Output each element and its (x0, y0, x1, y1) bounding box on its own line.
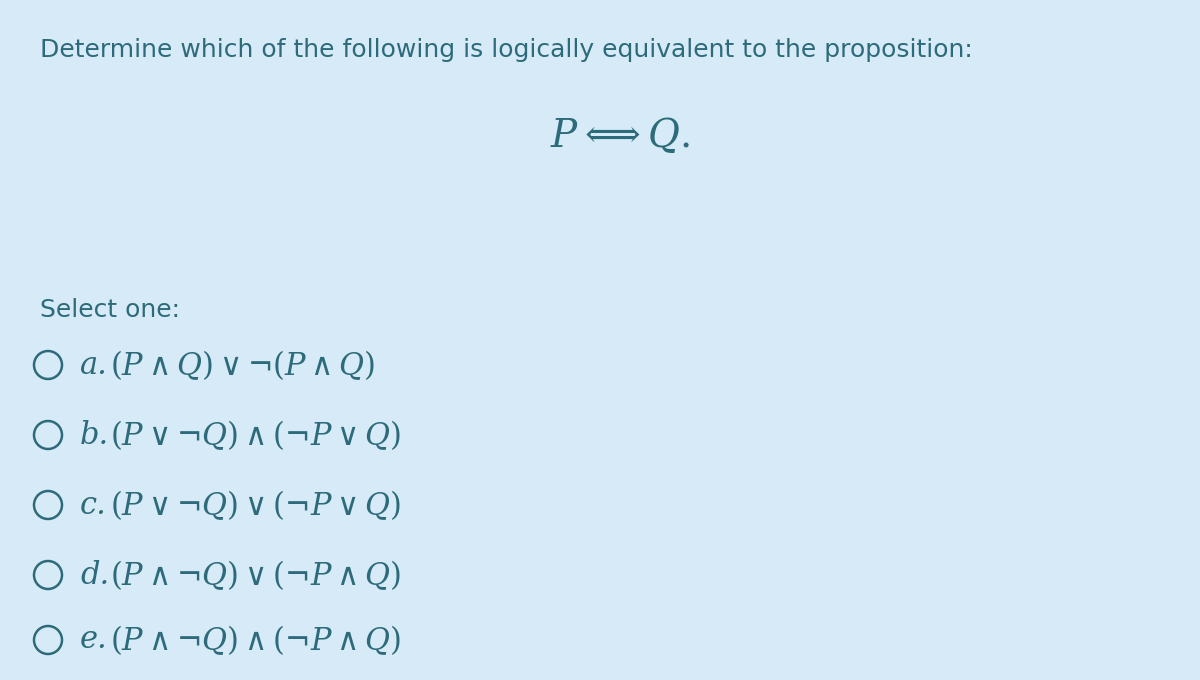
Text: b.: b. (80, 420, 109, 450)
Text: e.: e. (80, 624, 108, 656)
Text: $(P \vee \neg Q) \wedge (\neg P \vee Q)$: $(P \vee \neg Q) \wedge (\neg P \vee Q)$ (110, 418, 401, 452)
Text: Select one:: Select one: (40, 298, 180, 322)
Circle shape (34, 626, 62, 654)
Text: Determine which of the following is logically equivalent to the proposition:: Determine which of the following is logi… (40, 38, 973, 62)
Circle shape (34, 421, 62, 449)
Text: $(P \vee \neg Q) \vee (\neg P \vee Q)$: $(P \vee \neg Q) \vee (\neg P \vee Q)$ (110, 488, 401, 522)
Circle shape (34, 561, 62, 589)
Circle shape (34, 351, 62, 379)
Text: c.: c. (80, 490, 107, 520)
Text: d.: d. (80, 560, 109, 590)
Text: $P \Longleftrightarrow Q.$: $P \Longleftrightarrow Q.$ (550, 115, 690, 155)
Circle shape (34, 491, 62, 519)
Text: $(P \wedge Q) \vee \neg(P \wedge Q)$: $(P \wedge Q) \vee \neg(P \wedge Q)$ (110, 348, 376, 382)
Text: $(P \wedge \neg Q) \vee (\neg P \wedge Q)$: $(P \wedge \neg Q) \vee (\neg P \wedge Q… (110, 558, 401, 592)
Text: $(P \wedge \neg Q) \wedge (\neg P \wedge Q)$: $(P \wedge \neg Q) \wedge (\neg P \wedge… (110, 623, 401, 657)
Text: a.: a. (80, 350, 108, 381)
